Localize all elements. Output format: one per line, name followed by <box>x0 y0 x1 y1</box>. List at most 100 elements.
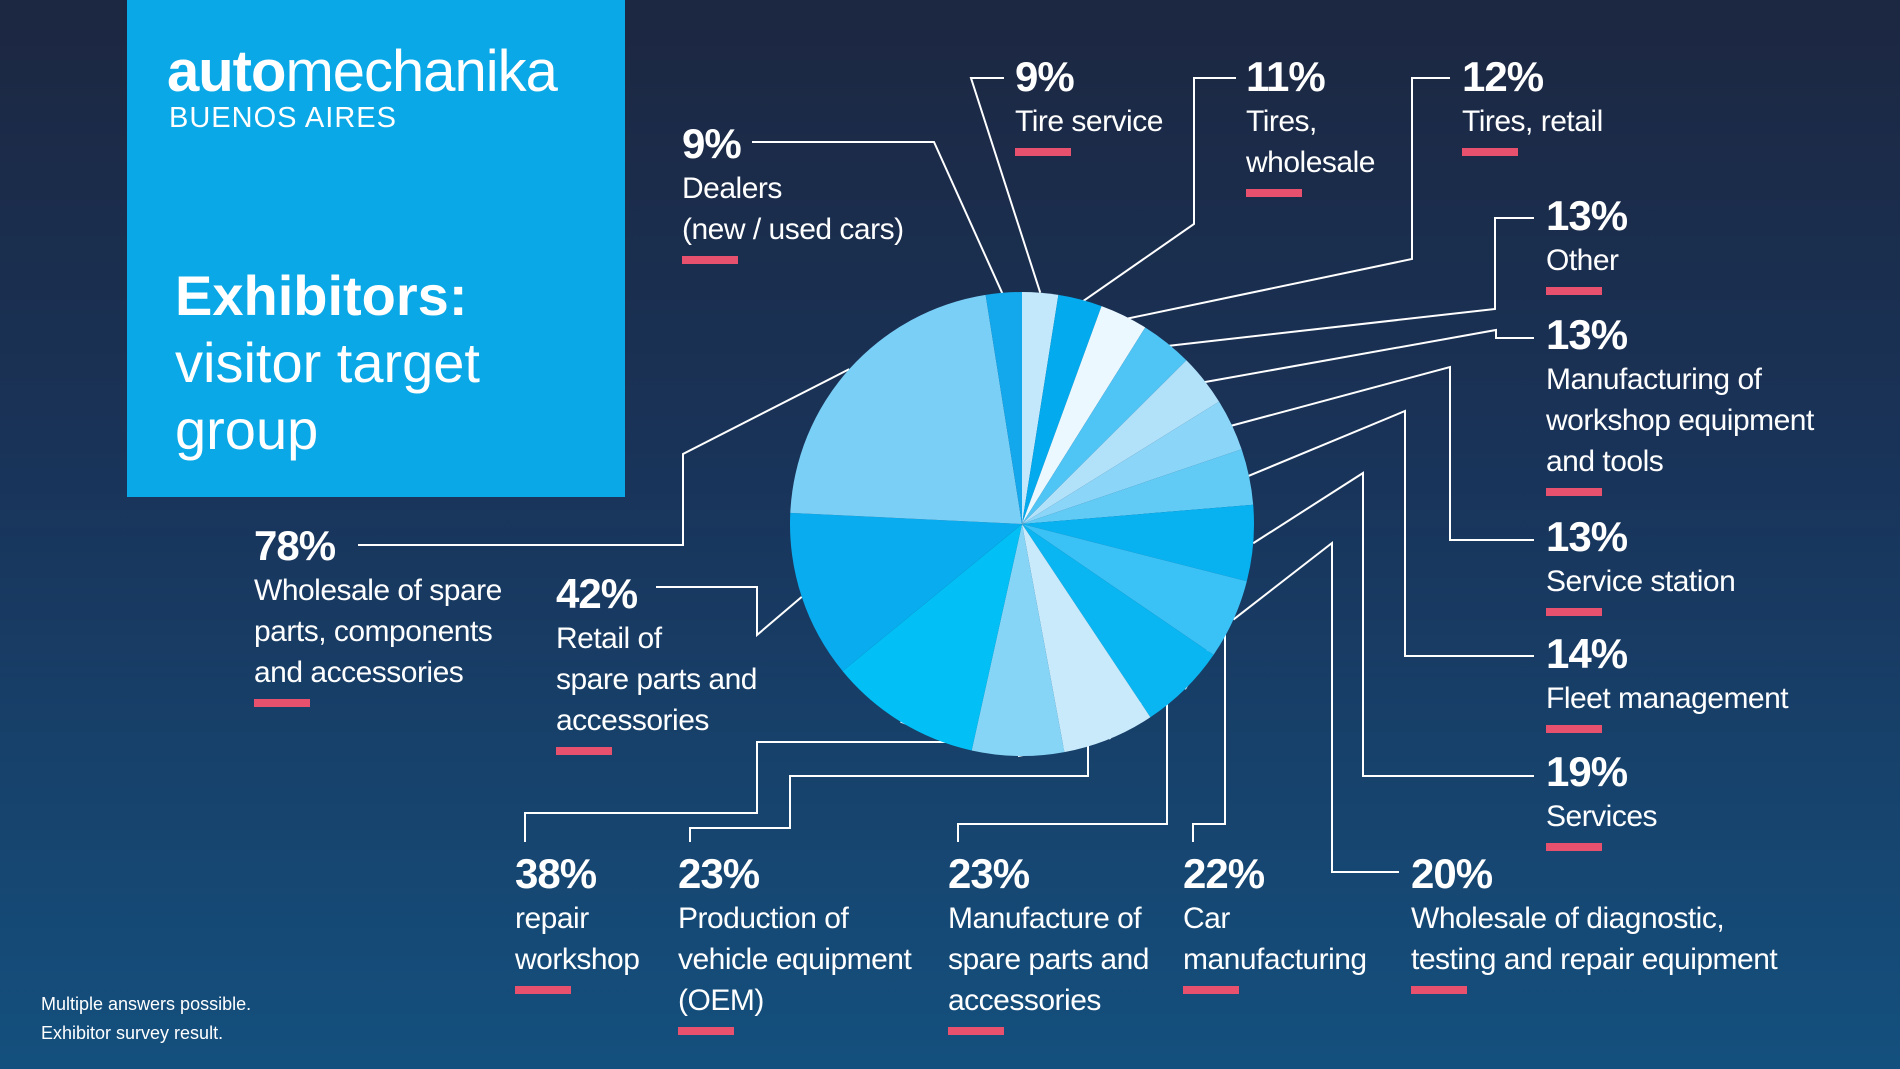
label-text: Retail of spare parts and accessories <box>556 622 757 737</box>
leader-line-wholesale-of-diagnostic-testing-and-repair-equipment <box>1232 540 1399 873</box>
leader-line-production-of-vehicle-equipment-oem <box>689 741 1089 842</box>
label-retail-spare-parts: 42% Retail of spare parts and accessorie… <box>556 570 757 755</box>
pie-slices <box>790 292 1254 756</box>
accent-bar <box>1546 488 1602 496</box>
pie-slice-other <box>1022 327 1187 524</box>
logo-subtitle: BUENOS AIRES <box>169 102 397 134</box>
logo-bold: auto <box>167 39 286 104</box>
accent-bar <box>254 699 310 707</box>
label-text: Wholesale of spare parts, components and… <box>254 574 502 689</box>
accent-bar <box>1546 843 1602 851</box>
leader-line-tires-wholesale <box>1078 77 1236 305</box>
pie-slice-tire-service <box>1022 292 1059 524</box>
title-line-3: group <box>175 398 319 461</box>
leader-line-other <box>1163 217 1534 348</box>
label-text: Service station <box>1546 565 1736 598</box>
label-services: 19% Services <box>1546 748 1658 851</box>
accent-bar <box>1015 148 1071 156</box>
accent-bar <box>1183 986 1239 994</box>
leader-lines <box>358 77 1534 873</box>
label-value: 14% <box>1546 630 1628 677</box>
accent-bar <box>678 1027 734 1035</box>
accent-bar <box>1546 287 1602 295</box>
pie-slice-service-station <box>1022 401 1242 524</box>
pie-slice-services <box>1022 504 1254 582</box>
label-text: Other <box>1546 244 1619 277</box>
accent-bar <box>1246 189 1302 197</box>
pie-slice-wholesale-of-diagnostic-testing-and-repair-equipment <box>1022 524 1247 655</box>
leader-line-fleet-management <box>1244 409 1534 657</box>
label-car-manufacturing: 22% Car manufacturing <box>1183 850 1367 994</box>
pie-slice-repair-workshop <box>842 524 1022 751</box>
label-text: repair workshop <box>515 902 640 976</box>
label-text: Car manufacturing <box>1183 902 1367 976</box>
label-value: 11% <box>1246 53 1326 100</box>
label-text: Tires, retail <box>1462 105 1603 138</box>
footnote-line-1: Multiple answers possible. <box>41 994 252 1014</box>
label-text: Tire service <box>1015 105 1163 138</box>
accent-bar <box>1462 148 1518 156</box>
accent-bar <box>1546 725 1602 733</box>
logo: automechanika <box>167 38 558 105</box>
label-text: Wholesale of diagnostic, testing and rep… <box>1411 902 1778 976</box>
label-workshop-equipment: 13% Manufacturing of workshop equipment … <box>1546 311 1814 496</box>
title-line-2: visitor target <box>175 331 480 394</box>
leader-line-wholesale-of-spare-parts-components-and-accessories <box>358 368 850 546</box>
pie-slice-tires-retail <box>1022 306 1146 524</box>
label-value: 20% <box>1411 850 1493 897</box>
title-line-1: Exhibitors: <box>175 264 468 327</box>
pie-slice-tires-wholesale <box>1022 294 1102 524</box>
footnote: Multiple answers possible. Exhibitor sur… <box>41 990 251 1048</box>
leader-line-services <box>1252 471 1534 777</box>
label-text: Dealers (new / used cars) <box>682 172 904 246</box>
accent-bar <box>1411 986 1467 994</box>
page-title: Exhibitors: visitor target group <box>175 262 480 463</box>
pie-slice-retail-of-spare-parts-and-accessories <box>790 512 1022 672</box>
leader-line-service-station <box>1227 365 1534 541</box>
accent-bar <box>515 986 571 994</box>
label-value: 12% <box>1462 53 1544 100</box>
label-text: Manufacture of spare parts and accessori… <box>948 902 1149 1017</box>
label-fleet-management: 14% Fleet management <box>1546 630 1789 733</box>
leader-line-retail-of-spare-parts-and-accessories <box>656 586 803 638</box>
accent-bar <box>1546 608 1602 616</box>
pie-slice-fleet-management <box>1022 449 1254 524</box>
leader-line-manufacturing-of-workshop-equipment-and-tools <box>1200 328 1534 384</box>
accent-bar <box>682 256 738 264</box>
label-tire-service: 9% Tire service <box>1015 53 1163 156</box>
label-value: 23% <box>948 850 1030 897</box>
pie-slice-car-manufacturing <box>1022 524 1214 718</box>
label-value: 22% <box>1183 850 1265 897</box>
label-manufacture-spare-parts: 23% Manufacture of spare parts and acces… <box>948 850 1149 1035</box>
label-value: 13% <box>1546 311 1628 358</box>
label-value: 38% <box>515 850 597 897</box>
brand-panel: automechanika BUENOS AIRES Exhibitors: v… <box>127 0 625 497</box>
pie-slice-manufacture-of-spare-parts-and-accessories <box>1022 524 1151 753</box>
label-value: 9% <box>1015 53 1075 100</box>
label-value: 19% <box>1546 748 1628 795</box>
label-service-station: 13% Service station <box>1546 513 1736 616</box>
label-wholesale-diagnostic: 20% Wholesale of diagnostic, testing and… <box>1411 850 1778 994</box>
pie-slice-manufacturing-of-workshop-equipment-and-tools <box>1022 360 1220 524</box>
label-text: Manufacturing of workshop equipment and … <box>1546 363 1814 478</box>
label-value: 23% <box>678 850 760 897</box>
accent-bar <box>948 1027 1004 1035</box>
label-wholesale-spare-parts: 78% Wholesale of spare parts, components… <box>254 522 502 707</box>
label-text: Tires, wholesale <box>1246 105 1375 179</box>
label-other: 13% Other <box>1546 192 1628 295</box>
accent-bar <box>556 747 612 755</box>
label-value: 9% <box>682 120 742 167</box>
pie-slice-wholesale-of-spare-parts-components-and-accessories <box>790 294 1022 524</box>
leader-line-dealers-new-used-cars <box>752 141 1006 298</box>
label-value: 42% <box>556 570 638 617</box>
footnote-line-2: Exhibitor survey result. <box>41 1023 224 1043</box>
label-text: Fleet management <box>1546 682 1789 715</box>
label-value: 78% <box>254 522 336 569</box>
label-tires-retail: 12% Tires, retail <box>1462 53 1603 156</box>
label-text: Production of vehicle equipment (OEM) <box>678 902 912 1017</box>
label-dealers: 9% Dealers (new / used cars) <box>682 120 904 264</box>
label-text: Services <box>1546 800 1658 833</box>
label-production-oem: 23% Production of vehicle equipment (OEM… <box>678 850 912 1035</box>
pie-slice-dealers-new-used-cars <box>985 292 1022 524</box>
